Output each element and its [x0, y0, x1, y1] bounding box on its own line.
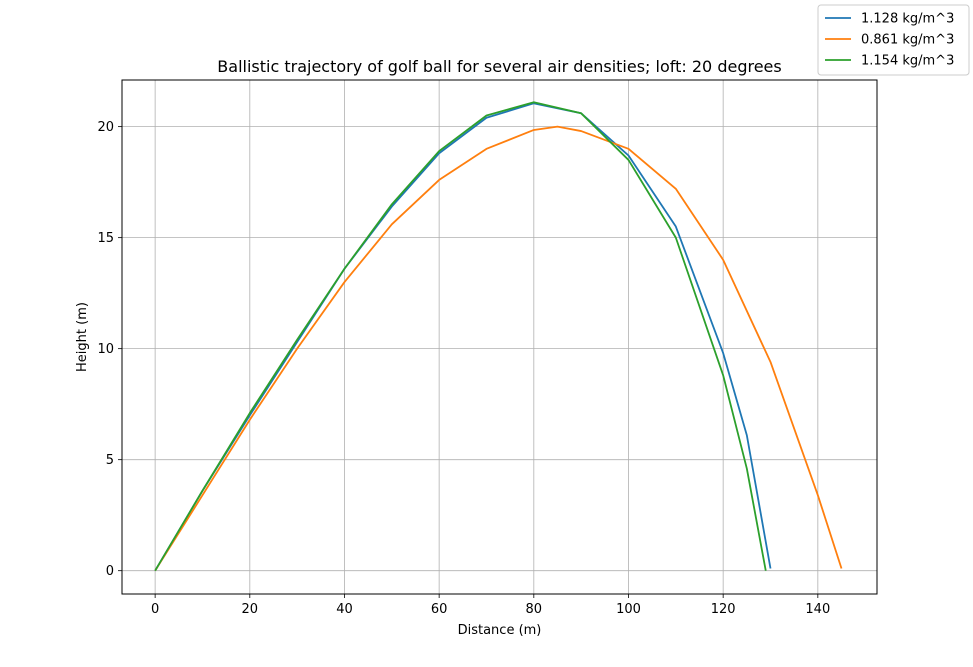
y-axis-label: Height (m) — [75, 302, 90, 372]
y-tick-label: 0 — [106, 564, 114, 579]
legend-box — [817, 4, 970, 76]
x-tick-label: 120 — [711, 602, 736, 617]
x-tick-label: 0 — [151, 602, 159, 617]
x-tick-label: 140 — [805, 602, 830, 617]
legend-entry-label: 0.861 kg/m^3 — [861, 33, 954, 48]
x-tick-label: 80 — [526, 602, 543, 617]
plot-frame — [121, 79, 878, 595]
y-tick-label: 20 — [97, 120, 114, 135]
series-line-1-154-kg-m-3 — [154, 101, 767, 572]
x-tick-label: 20 — [242, 602, 259, 617]
legend-entry-label: 1.128 kg/m^3 — [861, 12, 954, 27]
y-tick-label: 15 — [97, 231, 114, 246]
x-tick-label: 100 — [616, 602, 641, 617]
series-line-0-861-kg-m-3 — [154, 125, 843, 572]
chart-title: Ballistic trajectory of golf ball for se… — [217, 57, 781, 76]
y-tick-label: 5 — [106, 453, 114, 468]
legend: 1.128 kg/m^3 0.861 kg/m^3 1.154 kg/m^3 — [817, 4, 970, 76]
x-axis-label: Distance (m) — [458, 623, 542, 638]
series-line-1-128-kg-m-3 — [154, 102, 772, 572]
axis-ticks: 0 20 40 60 80 100 120 140 0 5 10 15 20 — [97, 120, 830, 617]
x-tick-label: 40 — [336, 602, 353, 617]
legend-entry-label: 1.154 kg/m^3 — [861, 54, 954, 69]
y-tick-label: 10 — [97, 342, 114, 357]
series-lines — [154, 101, 843, 572]
x-tick-label: 60 — [431, 602, 448, 617]
